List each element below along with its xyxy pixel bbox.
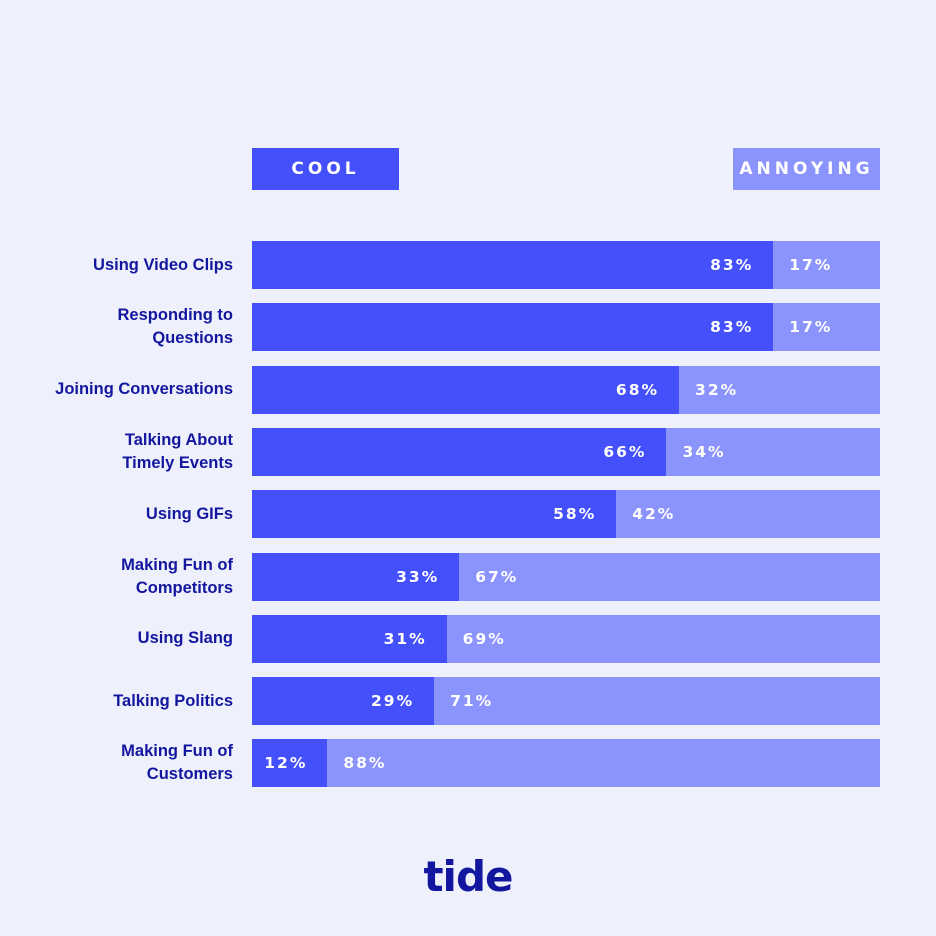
category-label-text: Making Fun of Customers <box>121 740 233 786</box>
bar-cool <box>252 552 460 601</box>
bar-cool <box>252 303 774 352</box>
value-label-cool: 58% <box>553 505 597 524</box>
bar-annoying <box>616 490 880 539</box>
bar-annoying <box>434 677 880 726</box>
value-label-cool: 68% <box>615 380 660 399</box>
bar-cool <box>252 241 774 289</box>
bar-annoying <box>446 614 880 663</box>
bar-annoying <box>773 303 880 352</box>
category-label-line: Competitors <box>135 578 233 597</box>
value-label-cool: 29% <box>371 692 415 711</box>
category-label-text: Responding to Questions <box>118 304 233 350</box>
category-label-line: Using Slang <box>137 629 233 648</box>
bar-annoying <box>327 739 880 788</box>
value-label-annoying: 71% <box>450 692 494 711</box>
bar-cool <box>252 739 328 788</box>
category-label-text: Joining Conversations <box>55 378 233 401</box>
bar-cool <box>252 427 667 476</box>
value-label-cool: 83% <box>710 318 754 337</box>
category-label-line: Timely Events <box>122 453 233 472</box>
value-label-annoying: 32% <box>695 380 739 399</box>
value-label-annoying: 42% <box>632 505 676 524</box>
value-label-annoying: 34% <box>682 442 726 461</box>
legend-annoying: ANNOYING <box>733 148 880 190</box>
bar-cool <box>252 365 680 414</box>
category-label-line: Responding to <box>117 306 233 325</box>
value-label-annoying: 69% <box>462 629 506 648</box>
category-label: Talking About Timely Events <box>13 428 233 476</box>
value-label-cool: 31% <box>383 629 427 648</box>
value-label-cool: 33% <box>396 567 440 586</box>
category-label-line: Making Fun of <box>121 555 233 574</box>
category-label: Using Slang <box>13 615 233 663</box>
bar-cool <box>252 490 617 539</box>
bar-annoying <box>679 365 880 414</box>
bar-cool <box>252 614 447 663</box>
category-label: Joining Conversations <box>13 366 233 414</box>
category-label: Making Fun of Customers <box>13 739 233 787</box>
category-label-line: Questions <box>152 329 233 348</box>
category-label-text: Using Video Clips <box>93 254 233 277</box>
category-label-text: Talking Politics <box>113 690 233 713</box>
category-label-line: Using GIFs <box>145 504 233 523</box>
category-label-line: Talking About <box>124 430 233 449</box>
value-label-annoying: 67% <box>475 567 519 586</box>
category-label-line: Joining Conversations <box>55 380 233 399</box>
category-label-line: Using Video Clips <box>93 255 233 274</box>
value-label-annoying: 88% <box>343 754 387 773</box>
value-label-cool: 12% <box>264 754 308 773</box>
bar-annoying <box>666 427 880 476</box>
value-label-cool: 66% <box>603 442 647 461</box>
category-label-line: Customers <box>146 765 233 784</box>
bar-annoying <box>773 241 880 289</box>
legend-cool: COOL <box>252 148 399 190</box>
category-label: Talking Politics <box>13 677 233 725</box>
category-label-text: Making Fun of Competitors <box>121 554 233 600</box>
category-label-text: Talking About Timely Events <box>122 429 233 475</box>
category-label: Using Video Clips <box>13 241 233 289</box>
value-label-annoying: 17% <box>789 318 833 337</box>
tide-logo: tide <box>423 852 513 901</box>
category-label-text: Using GIFs <box>146 503 233 526</box>
value-label-annoying: 17% <box>789 256 833 274</box>
value-label-cool: 83% <box>710 256 754 274</box>
category-label-text: Using Slang <box>138 627 233 650</box>
bar-cool <box>252 677 435 726</box>
category-label: Using GIFs <box>13 490 233 538</box>
category-label: Responding to Questions <box>13 303 233 351</box>
bar-annoying <box>459 552 880 601</box>
category-label-line: Making Fun of <box>121 742 233 761</box>
category-label: Making Fun of Competitors <box>13 553 233 601</box>
category-label-line: Talking Politics <box>113 691 233 710</box>
